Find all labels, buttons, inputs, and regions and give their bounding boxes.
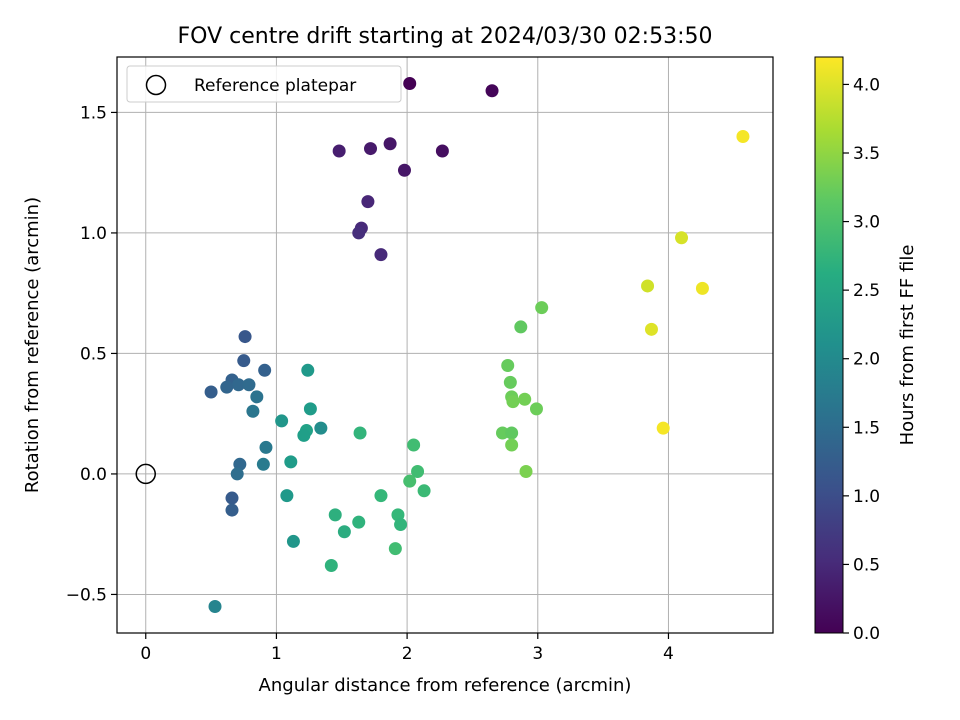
data-point	[364, 142, 378, 156]
data-point	[514, 320, 528, 334]
data-point	[246, 404, 260, 418]
x-tick-label: 4	[663, 644, 674, 664]
data-point	[353, 426, 367, 440]
colorbar	[814, 56, 844, 634]
data-point	[505, 426, 519, 440]
data-point	[397, 163, 411, 177]
grid-lines	[117, 57, 773, 633]
legend-label: Reference platepar	[194, 76, 356, 96]
data-point	[230, 467, 244, 481]
data-point	[518, 392, 532, 406]
data-point	[352, 226, 366, 240]
data-point	[644, 322, 658, 336]
data-point	[695, 281, 709, 295]
data-point	[656, 421, 670, 435]
y-tick-label: −0.5	[66, 585, 107, 605]
legend-box	[126, 65, 402, 103]
data-point	[237, 354, 251, 368]
data-point	[208, 599, 222, 613]
data-point	[403, 474, 417, 488]
data-point	[388, 542, 402, 556]
plot-frame	[116, 56, 774, 634]
x-tick-label: 3	[532, 644, 543, 664]
legend-marker	[145, 74, 167, 96]
x-tick-label: 1	[271, 644, 282, 664]
data-point	[506, 395, 520, 409]
data-point	[417, 484, 431, 498]
data-point	[394, 518, 408, 532]
scatter-points	[204, 77, 750, 613]
data-point	[675, 231, 689, 245]
data-point	[736, 130, 750, 144]
data-point	[225, 503, 239, 517]
data-point	[286, 534, 300, 548]
x-axis-label: Angular distance from reference (arcmin)	[259, 675, 632, 696]
colorbar-label: Hours from first FF file	[897, 245, 918, 446]
colorbar-tick-label: 2.0	[853, 350, 880, 370]
data-point	[485, 84, 499, 98]
data-point	[505, 438, 519, 452]
data-point	[238, 330, 252, 344]
data-point	[519, 465, 533, 479]
data-point	[324, 559, 338, 573]
data-point	[297, 428, 311, 442]
y-axis-label: Rotation from reference (arcmin)	[22, 197, 43, 493]
data-point	[301, 363, 315, 377]
data-point	[337, 525, 351, 539]
data-point	[332, 144, 346, 158]
data-point	[407, 438, 421, 452]
data-point	[280, 489, 294, 503]
data-point	[250, 390, 264, 404]
colorbar-tick-label: 3.5	[853, 144, 880, 164]
data-point	[535, 301, 549, 315]
data-point	[374, 489, 388, 503]
data-point	[361, 195, 375, 209]
colorbar-tick-label: 4.0	[853, 75, 880, 95]
colorbar-tick-label: 3.0	[853, 213, 880, 233]
data-point	[328, 508, 342, 522]
data-point	[258, 363, 272, 377]
chart-title: FOV centre drift starting at 2024/03/30 …	[178, 24, 713, 49]
data-point	[303, 402, 317, 416]
colorbar-tick-label: 0.0	[853, 624, 880, 644]
y-axis-ticks: −0.5 0.0 0.5 1.0 1.5	[66, 103, 117, 605]
colorbar-tick-label: 1.5	[853, 418, 880, 438]
data-point	[503, 375, 517, 389]
data-point	[204, 385, 218, 399]
data-point	[374, 248, 388, 262]
x-tick-label: 0	[140, 644, 151, 664]
data-point	[256, 457, 270, 471]
legend: Reference platepar	[126, 65, 402, 103]
reference-marker	[135, 463, 156, 485]
y-tick-label: 0.0	[80, 465, 107, 485]
data-point	[242, 378, 256, 392]
colorbar-tick-label: 1.0	[853, 487, 880, 507]
data-point	[232, 378, 246, 392]
data-point	[220, 380, 234, 394]
data-point	[411, 465, 425, 479]
data-point	[641, 279, 655, 293]
data-point	[501, 358, 515, 372]
data-point	[352, 515, 366, 529]
y-tick-label: 1.0	[80, 224, 107, 244]
data-point	[529, 402, 543, 416]
x-axis-ticks: 0 1 2 3 4	[140, 633, 674, 664]
data-point	[284, 455, 298, 469]
y-tick-label: 1.5	[80, 103, 107, 123]
colorbar-tick-label: 0.5	[853, 555, 880, 575]
data-point	[259, 440, 273, 454]
colorbar-ticks: 0.0 0.5 1.0 1.5 2.0 2.5 3.0 3.5 4.0	[843, 75, 880, 644]
data-point	[225, 491, 239, 505]
colorbar-tick-label: 2.5	[853, 281, 880, 301]
reference-point	[135, 463, 156, 485]
x-tick-label: 2	[402, 644, 413, 664]
data-point	[435, 144, 449, 158]
data-point	[275, 414, 289, 428]
data-point	[403, 77, 417, 91]
data-point	[495, 426, 509, 440]
data-point	[314, 421, 328, 435]
data-point	[383, 137, 397, 151]
y-tick-label: 0.5	[80, 344, 107, 364]
